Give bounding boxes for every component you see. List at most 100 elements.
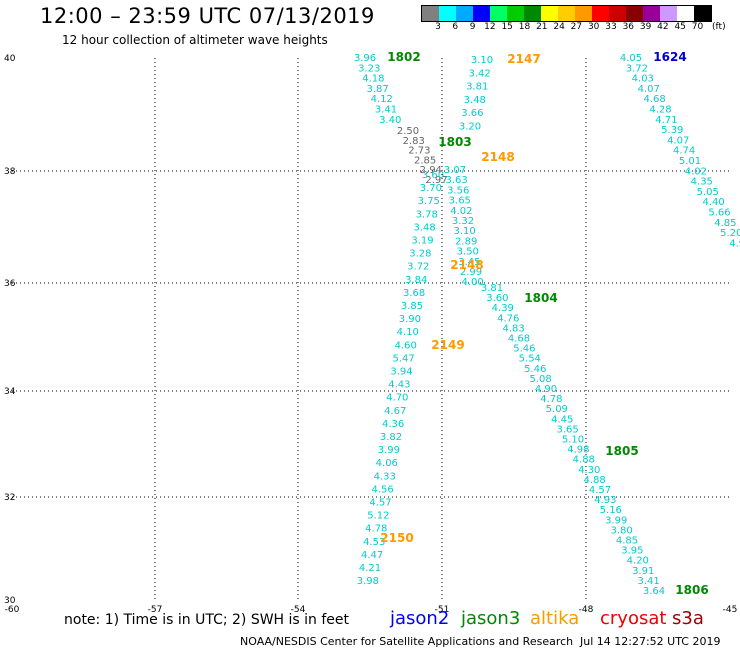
wave-height-value: 4.43 [388,380,410,391]
note-text: note: 1) Time is in UTC; 2) SWH is in fe… [64,612,350,628]
wave-height-value: 4.00 [461,277,483,288]
wave-height-value: 3.45 [458,257,480,268]
scale-swatch [541,6,558,21]
legend-altika: altika [530,608,580,629]
wave-height-value: 3.10 [471,55,493,66]
wave-height-value: 4.98 [567,445,589,456]
wave-height-value: 3.72 [626,63,648,74]
wave-height-value: 3.32 [452,216,474,227]
map-subtitle: 12 hour collection of altimeter wave hei… [62,33,328,47]
pass-time-label: 1805 [605,444,638,458]
pass-time-label: 2147 [507,52,540,66]
legend-s3a: s3a [672,608,704,629]
pass-labels: 1802 2147 1624 1803 2148 2148 1804 2149 1805 2150… [380,50,708,597]
wave-height-value: 2.97 [425,175,447,186]
legend-jason2: jason2 [390,608,450,629]
scale-swatch [643,6,660,21]
wave-height-value: 3.23 [358,63,380,74]
color-scale-labels: 3 6 9 12 15 18 21 24 27 30 33 36 39 42 45 70 (ft) [421,22,731,34]
legend-jason3: jason3 [461,608,521,629]
scale-label: 39 [639,22,652,32]
wave-height-value: 4.78 [540,394,562,405]
scale-label: 3 [435,22,441,32]
scale-label: 30 [587,22,600,32]
wave-height-value: 3.64 [643,586,665,597]
wave-height-value: 4.68 [508,334,530,345]
scale-label: 18 [518,22,531,32]
wave-height-value: 3.84 [405,275,427,286]
lon-tick-label: -57 [148,605,163,615]
scale-swatch [456,6,473,21]
wave-height-value: 3.90 [399,314,421,325]
wave-height-value: 4.06 [376,458,398,469]
wave-height-value: 4.56 [371,484,393,495]
scale-swatch [677,6,694,21]
lat-tick-label: 40 [4,54,16,64]
wave-height-value: 3.41 [637,576,659,587]
color-scale-bar [421,5,712,22]
scale-swatch [524,6,541,21]
wave-height-value: 5.08 [529,374,551,385]
wave-height-value: 5.47 [392,353,414,364]
wave-height-value: 4.93 [594,495,616,506]
scale-swatch [575,6,592,21]
wave-height-value: 3.66 [461,108,483,119]
wave-height-value: 4.02 [685,166,707,177]
scale-label: 27 [570,22,583,32]
lon-tick-label: -60 [5,605,20,615]
wave-height-value: 5.12 [367,511,389,522]
wave-height-value: 3.60 [422,170,444,181]
pass-time-label: 1804 [524,291,557,305]
wave-height-value: 3.65 [556,424,578,435]
wave-height-value: 2.85 [414,155,436,166]
scale-swatch [609,6,626,21]
wave-height-value: 5.01 [679,156,701,167]
wave-height-value: 4.33 [374,471,396,482]
scale-label: 6 [452,22,459,32]
wave-height-value: 5.09 [546,404,568,415]
footer-timestamp: Jul 14 12:27:52 UTC 2019 [580,635,721,648]
wave-height-value: 2.50 [397,126,419,137]
wave-height-value: 4.21 [359,563,381,574]
wave-height-value: 4.70 [386,393,408,404]
scale-label: 12 [484,22,496,32]
scale-label: (ft) [712,22,726,32]
scale-label: 24 [553,22,565,32]
lat-tick-label: 34 [4,387,16,397]
wave-height-value: 3.63 [445,175,467,186]
wave-height-value: 4.85 [616,536,638,547]
wave-height-value: 5.20 [720,228,740,239]
wave-height-value: 5.39 [661,125,683,136]
wave-height-value: 3.48 [464,95,486,106]
wave-height-value: 5.66 [708,208,730,219]
pass-time-label: 2148 [481,150,514,164]
wave-height-value: 3.41 [375,105,397,116]
wave-height-value: 3.85 [401,301,423,312]
wave-height-value: 4.85 [714,218,736,229]
wave-height-value: 4.10 [397,327,419,338]
wave-height-value: 3.81 [481,283,503,294]
wave-height-value: 5.46 [524,364,546,375]
wave-height-value: 4.07 [638,84,660,95]
lon-tick-label: -51 [435,605,450,615]
wave-height-value: 3.40 [379,115,401,126]
map-title: 12:00 – 23:59 UTC 07/13/2019 [40,4,375,28]
pass-time-label: 1803 [438,135,471,149]
scale-swatch [490,6,507,21]
wave-height-value: 4.90 [535,384,557,395]
scale-swatch [507,6,524,21]
wave-height-value: 3.87 [366,84,388,95]
wave-height-value: 5.46 [513,344,535,355]
wave-height-value: 3.56 [447,185,469,196]
wave-height-value: 3.20 [459,122,481,133]
scale-label: 21 [536,22,548,32]
wave-height-value: 4.30 [578,465,600,476]
wave-height-value: 5.10 [562,435,584,446]
wave-height-value: 3.19 [411,236,433,247]
lat-tick-label: 30 [4,596,16,606]
wave-height-value: 5.05 [697,187,719,198]
wave-height-value: 4.67 [384,406,406,417]
scale-swatch [626,6,643,21]
legend-cryosat: cryosat [600,608,667,629]
